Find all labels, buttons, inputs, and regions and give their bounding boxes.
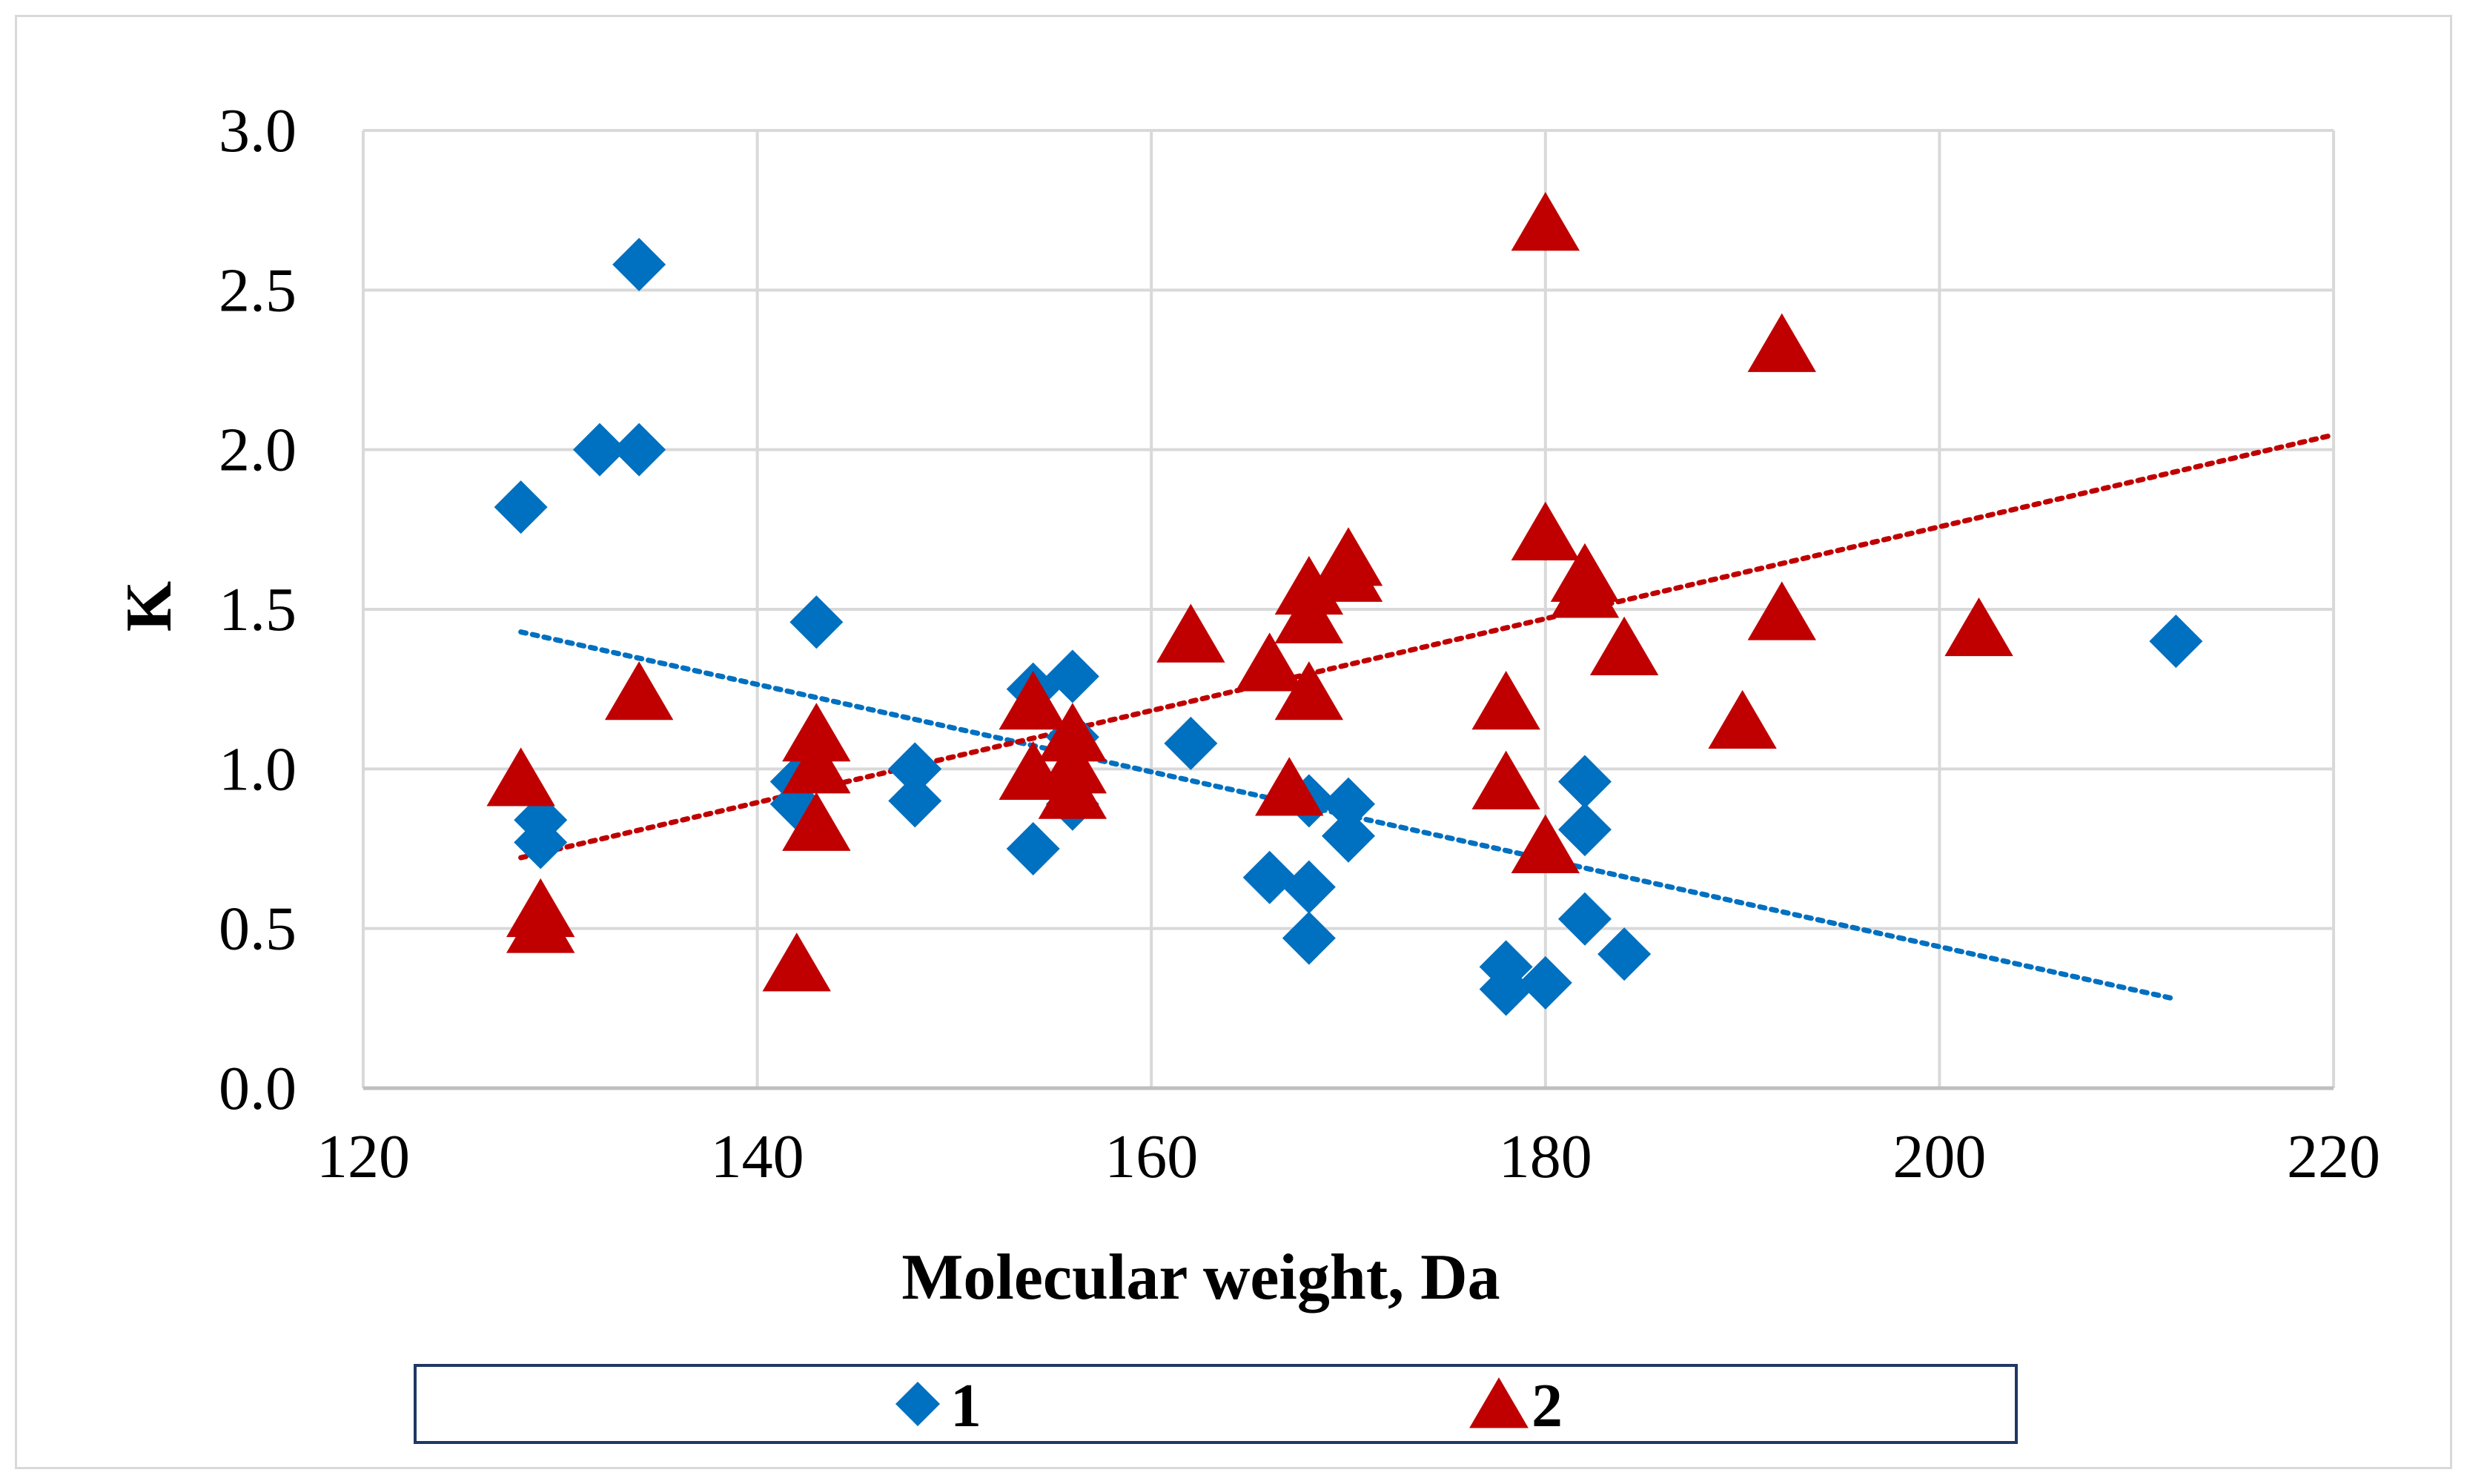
triangle-marker xyxy=(1471,671,1540,730)
triangle-marker xyxy=(1038,760,1107,819)
triangle-marker xyxy=(762,933,831,992)
diamond-marker xyxy=(1518,955,1572,1010)
triangle-marker xyxy=(1708,689,1777,749)
diamond-marker xyxy=(1006,822,1060,875)
triangle-marker xyxy=(1747,581,1816,640)
data-points xyxy=(486,192,2203,1016)
diamond-marker xyxy=(1282,911,1336,965)
diamond-marker xyxy=(789,595,844,649)
diamond-marker xyxy=(494,480,548,534)
diamond-marker xyxy=(1557,892,1612,946)
chart-area xyxy=(15,15,2452,1469)
x-tick-label: 220 xyxy=(2287,1122,2380,1191)
legend-label-2: 2 xyxy=(1531,1371,1563,1440)
y-tick-label: 0.5 xyxy=(219,895,297,964)
diamond-marker xyxy=(572,423,626,477)
diamond-marker xyxy=(1045,649,1099,703)
triangle-marker xyxy=(506,894,575,953)
triangle-marker xyxy=(999,671,1067,730)
x-tick-label: 120 xyxy=(317,1122,410,1191)
diamond-marker xyxy=(888,774,942,828)
y-tick-label: 2.5 xyxy=(219,256,297,325)
diamond-marker xyxy=(1322,777,1375,831)
y-axis-tick-labels: 0.0 0.5 1.0 1.5 2.0 2.5 3.0 xyxy=(219,96,297,1123)
diamond-marker xyxy=(1479,962,1533,1016)
triangle-marker xyxy=(1511,192,1580,251)
legend-diamond-icon xyxy=(895,1382,940,1426)
legend-box xyxy=(414,1364,2018,1444)
x-axis-title: Molecular weight, Da xyxy=(901,1242,1500,1314)
x-tick-label: 160 xyxy=(1105,1122,1198,1191)
triangle-marker xyxy=(782,703,851,762)
x-tick-label: 140 xyxy=(711,1122,804,1191)
triangle-marker xyxy=(604,661,674,721)
diamond-marker xyxy=(612,237,666,291)
triangle-marker xyxy=(1511,814,1580,873)
diamond-marker xyxy=(1242,850,1297,904)
y-tick-label: 1.0 xyxy=(219,735,297,804)
triangle-marker xyxy=(486,747,555,806)
diamond-marker xyxy=(1557,755,1612,809)
triangle-marker xyxy=(1471,750,1540,809)
triangle-marker xyxy=(1550,559,1620,618)
triangle-marker xyxy=(1511,501,1580,560)
triangle-marker xyxy=(1274,584,1344,643)
diamond-marker xyxy=(888,742,942,796)
diamond-marker xyxy=(612,423,666,477)
triangle-marker xyxy=(1274,661,1344,721)
trendlines xyxy=(518,432,2337,1002)
x-tick-label: 200 xyxy=(1893,1122,1986,1191)
legend-triangle-icon xyxy=(1469,1377,1529,1428)
y-tick-label: 1.5 xyxy=(219,575,297,644)
triangle-marker xyxy=(1747,313,1816,372)
x-axis-tick-labels: 120 140 160 180 200 220 xyxy=(317,1122,2380,1191)
y-axis-title: K xyxy=(113,581,185,632)
triangle-marker xyxy=(1255,757,1324,816)
y-tick-label: 2.0 xyxy=(219,416,297,485)
triangle-marker xyxy=(1235,632,1304,692)
y-tick-label: 0.0 xyxy=(219,1054,297,1123)
diamond-marker xyxy=(2149,615,2203,669)
diamond-marker xyxy=(1322,809,1375,863)
legend-label-1: 1 xyxy=(950,1371,981,1440)
diamond-marker xyxy=(1557,803,1612,857)
diamond-marker xyxy=(514,815,568,869)
triangle-marker xyxy=(1314,543,1383,602)
triangle-marker xyxy=(1589,616,1659,675)
diamond-marker xyxy=(1282,860,1336,914)
diamond-marker xyxy=(1597,927,1652,981)
triangle-marker xyxy=(782,735,851,794)
diamond-marker xyxy=(1164,716,1218,770)
triangle-marker xyxy=(1038,703,1107,762)
triangle-marker xyxy=(1156,603,1225,663)
gridlines xyxy=(362,129,2335,1090)
triangle-marker xyxy=(782,792,851,851)
y-tick-label: 3.0 xyxy=(219,96,297,165)
x-tick-label: 180 xyxy=(1499,1122,1592,1191)
triangle-marker xyxy=(1944,597,2013,657)
